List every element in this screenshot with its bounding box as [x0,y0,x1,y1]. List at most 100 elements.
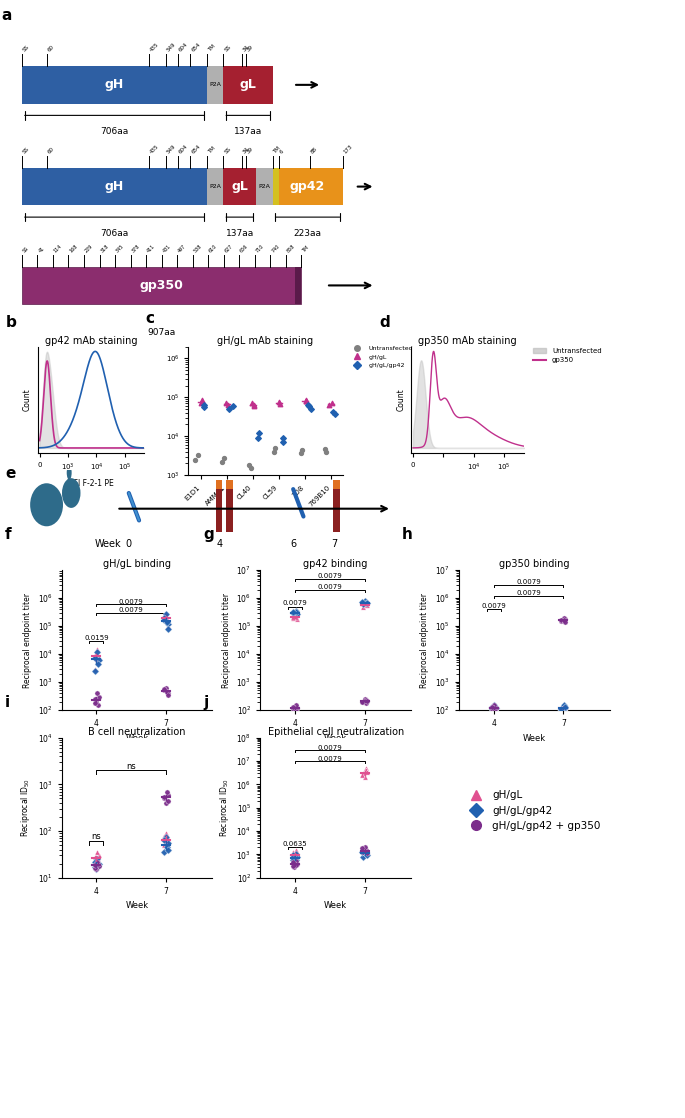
Point [303,397,314,415]
Point [292,605,303,623]
Point [273,394,284,411]
Point [488,701,499,719]
Point [490,699,501,717]
Point [290,702,301,720]
Ellipse shape [30,483,63,527]
Point [357,843,368,861]
Text: 0.0079: 0.0079 [283,600,308,606]
Text: 34: 34 [242,45,250,53]
Point [269,443,279,461]
Text: 0.0079: 0.0079 [317,756,342,761]
Text: 0.0079: 0.0079 [317,574,342,579]
Point [488,697,499,714]
Point [560,610,571,628]
Point [290,845,301,863]
Title: Epithelial cell neutralization: Epithelial cell neutralization [268,727,403,737]
Legend: gH/gL, gH/gL/gp42, gH/gL/gp42 + gp350: gH/gL, gH/gL/gp42, gH/gL/gp42 + gp350 [462,786,604,835]
Point [89,853,100,871]
Point [161,794,172,812]
X-axis label: Week: Week [523,733,546,742]
Text: gH: gH [105,78,124,92]
Point [92,850,103,868]
Text: 654: 654 [190,143,201,154]
Point [244,456,255,474]
Text: h: h [401,528,412,542]
Point [90,854,101,872]
Point [327,402,338,420]
Bar [216,480,223,490]
X-axis label: Week: Week [324,901,347,910]
Legend: Untransfected, gH/gL, gH/gL/gp42: Untransfected, gH/gL, gH/gL/gp42 [349,343,416,371]
Point [490,699,501,717]
Text: SS: SS [22,45,30,53]
Point [361,594,372,612]
Point [93,688,104,705]
Point [301,392,312,410]
Point [89,855,100,873]
Point [360,838,371,856]
Point [321,443,332,461]
Text: 39: 39 [246,45,254,53]
Point [558,702,569,720]
Point [290,603,301,620]
Point [90,647,101,665]
Title: gH/gL mAb staining: gH/gL mAb staining [217,335,314,345]
Point [300,391,311,409]
Point [89,646,100,664]
Point [92,655,103,673]
Text: 740: 740 [271,244,281,254]
Point [162,833,173,851]
Point [162,684,173,702]
Text: 0.0079: 0.0079 [317,745,342,750]
Point [158,606,169,624]
X-axis label: Week: Week [125,733,149,742]
Point [324,396,335,414]
Point [161,606,172,624]
Point [162,610,173,628]
Point [290,851,301,869]
Bar [223,66,273,104]
Point [91,850,102,868]
Point [93,846,104,864]
Text: 907aa: 907aa [147,328,176,337]
Point [92,654,103,672]
Text: d: d [379,315,390,331]
Bar [333,480,340,490]
Point [89,859,100,877]
Text: 345: 345 [115,244,125,254]
Text: 0.0079: 0.0079 [119,599,144,605]
Point [223,396,234,414]
Point [199,398,210,416]
Point [360,845,371,863]
Point [290,601,301,619]
Point [162,683,173,701]
Bar [273,168,279,206]
Text: 538: 538 [192,244,203,254]
Point [357,693,368,711]
Point [361,841,372,859]
Point [92,697,103,714]
Point [93,647,104,665]
Bar [226,481,233,532]
Y-axis label: Count: Count [397,388,406,411]
Bar [207,66,223,104]
Point [289,701,300,719]
Point [357,766,368,784]
Text: P2A: P2A [258,184,271,189]
Point [289,608,300,626]
Point [270,439,281,457]
Point [162,838,173,856]
Text: 0.0159: 0.0159 [84,635,109,641]
X-axis label: Week: Week [324,733,347,742]
Point [161,680,172,698]
Text: 60: 60 [47,146,55,154]
Text: TM: TM [301,245,310,254]
Text: 7: 7 [331,539,338,549]
Point [162,834,173,852]
Text: 0.0635: 0.0635 [283,842,308,847]
Point [488,701,499,719]
Text: SS: SS [223,146,232,154]
Point [89,660,100,678]
Text: g: g [203,528,214,542]
Point [559,697,570,714]
